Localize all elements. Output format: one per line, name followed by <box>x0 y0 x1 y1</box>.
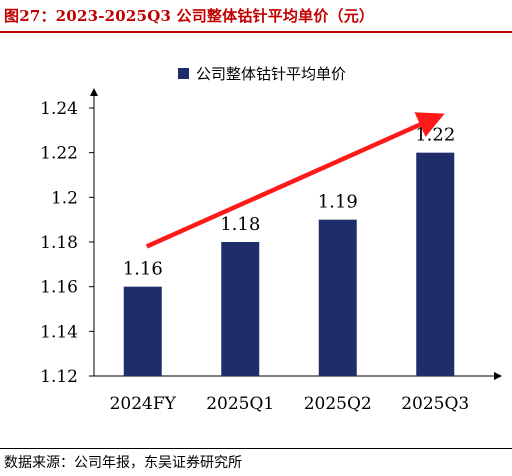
y-tick-label: 1.14 <box>40 322 78 342</box>
title-rule <box>0 31 512 33</box>
y-tick-label: 1.24 <box>40 99 78 119</box>
y-tick-label: 1.18 <box>40 233 78 253</box>
source-rule <box>0 448 512 449</box>
x-tick-label: 2024FY <box>110 394 177 414</box>
data-labels: 1.16 1.18 1.19 1.22 <box>123 125 456 280</box>
bar <box>221 242 260 376</box>
bar <box>416 152 455 376</box>
x-axis: 2024FY 2025Q1 2025Q2 2025Q3 <box>94 372 502 414</box>
data-label: 1.16 <box>123 259 163 280</box>
trend-arrow <box>145 112 445 249</box>
data-label: 1.19 <box>318 192 358 213</box>
y-axis-arrowhead <box>90 88 98 96</box>
data-label: 1.18 <box>220 214 260 235</box>
legend-swatch <box>178 68 189 79</box>
legend-label: 公司整体钴针平均单价 <box>196 65 346 83</box>
bar <box>123 286 162 376</box>
annotations <box>145 112 445 249</box>
y-tick-label: 1.12 <box>40 367 78 387</box>
x-tick-label: 2025Q2 <box>304 394 372 414</box>
bars <box>123 152 455 376</box>
y-tick-label: 1.16 <box>40 278 78 298</box>
x-axis-arrowhead <box>494 372 502 380</box>
figure-title: 图27：2023-2025Q3 公司整体钴针平均单价（元） <box>4 7 375 25</box>
y-tick-label: 1.2 <box>51 188 78 208</box>
x-tick-label: 2025Q1 <box>206 394 274 414</box>
bar-chart: 公司整体钴针平均单价 1.12 1.14 1.16 1.18 1.2 1.22 1.24 2… <box>40 65 502 414</box>
bar <box>318 219 357 376</box>
y-axis: 1.12 1.14 1.16 1.18 1.2 1.22 1.24 <box>40 88 98 387</box>
data-label: 1.22 <box>415 125 455 146</box>
y-tick-label: 1.22 <box>40 144 78 164</box>
source-note: 数据来源：公司年报，东吴证券研究所 <box>4 455 242 471</box>
legend: 公司整体钴针平均单价 <box>178 65 346 83</box>
x-tick-label: 2025Q3 <box>401 394 469 414</box>
